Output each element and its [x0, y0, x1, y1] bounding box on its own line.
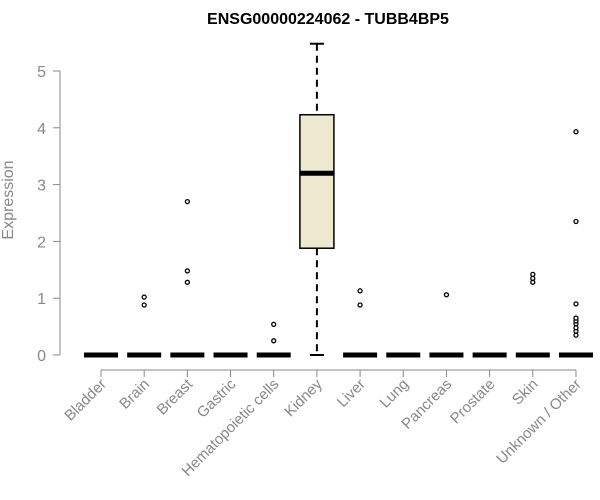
iqr-box	[299, 113, 335, 249]
outlier-point	[530, 271, 536, 277]
outlier-point	[573, 129, 579, 135]
x-tick-label: Liver	[334, 376, 369, 411]
outlier-point	[573, 301, 579, 307]
plot-area	[84, 42, 593, 358]
box-unknown-other	[558, 129, 593, 358]
x-tick-label: Skin	[509, 376, 542, 409]
box-hematopoietic-cells	[256, 321, 291, 358]
outlier-point	[357, 288, 363, 294]
y-tick-label: 5	[37, 64, 46, 81]
x-tick-label: Bladder	[61, 376, 110, 425]
x-tick-label: Prostate	[447, 376, 499, 428]
y-tick-label: 3	[37, 178, 46, 195]
outlier-point	[271, 321, 277, 327]
outlier-point	[184, 279, 191, 285]
box-pancreas	[429, 292, 464, 358]
outlier-point	[141, 294, 147, 300]
box-breast	[170, 198, 205, 358]
outlier-point	[443, 292, 450, 298]
x-tick-label: Kidney	[281, 375, 326, 420]
y-axis-label: Expression	[0, 160, 17, 239]
y-tick-label: 2	[37, 234, 46, 251]
outlier-point	[357, 302, 363, 308]
box-liver	[343, 288, 378, 358]
y-tick-label: 1	[37, 291, 46, 308]
outlier-point	[271, 338, 277, 344]
x-tick-label: Breast	[154, 375, 197, 418]
x-tick-label: Lung	[376, 376, 412, 412]
outlier-point	[573, 218, 579, 225]
y-axis: 0 1 2 3 4 5	[37, 64, 61, 365]
x-tick-label: Brain	[116, 376, 153, 413]
outlier-point	[573, 315, 579, 321]
y-tick-label: 4	[37, 121, 46, 138]
box-skin	[515, 271, 550, 358]
outlier-point	[141, 302, 147, 308]
box-kidney	[299, 42, 335, 356]
chart-title: ENSG00000224062 - TUBB4BP5	[207, 11, 449, 28]
y-tick-label: 0	[37, 348, 46, 365]
box-brain	[127, 294, 162, 358]
outlier-point	[184, 268, 191, 274]
outlier-point	[184, 198, 191, 205]
